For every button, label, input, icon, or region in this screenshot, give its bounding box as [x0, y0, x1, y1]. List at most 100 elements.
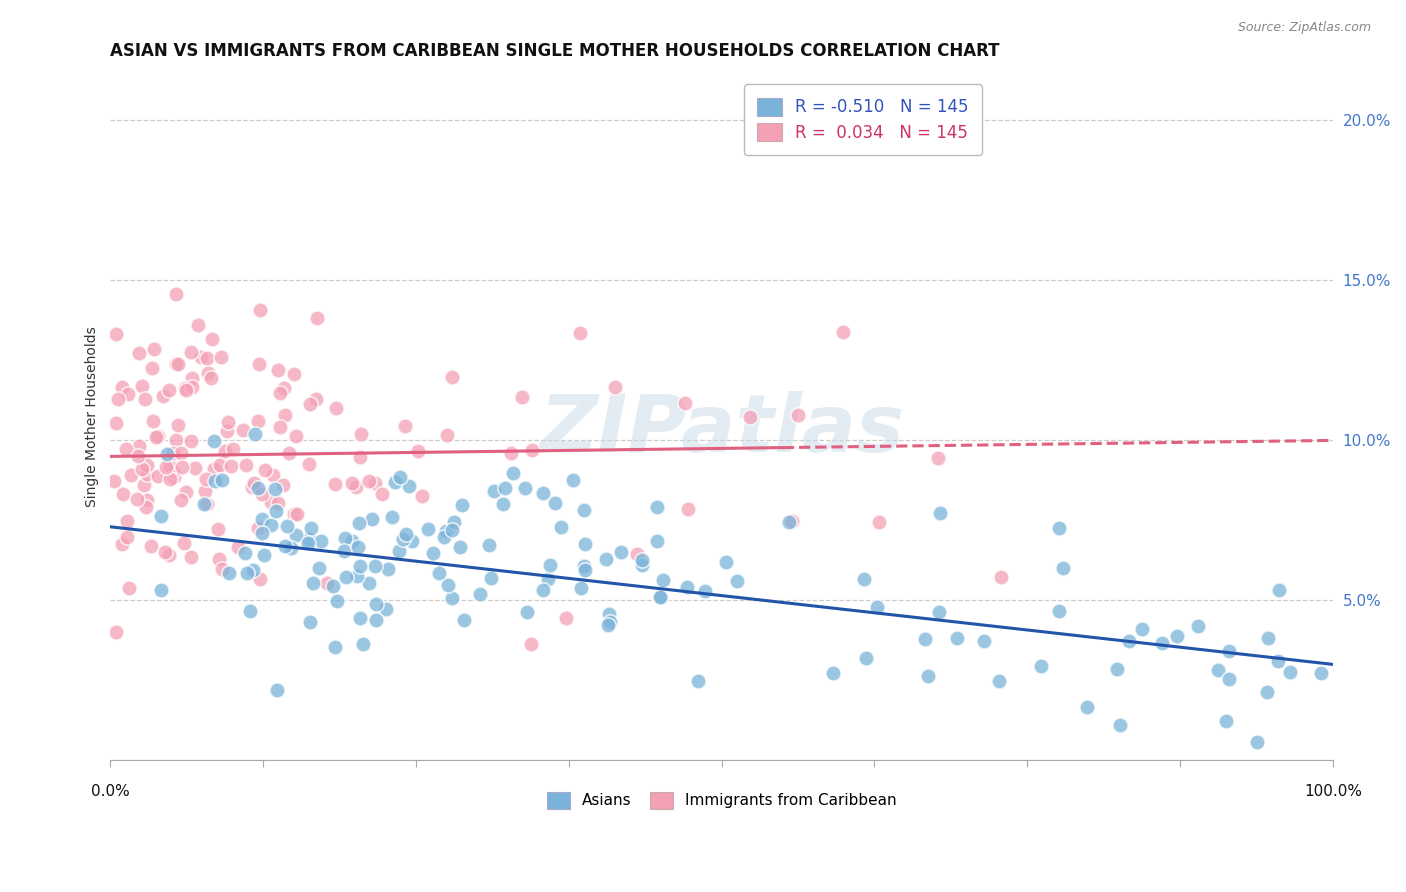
Point	[157, 454, 180, 468]
Point	[195, 351, 218, 366]
Point	[260, 494, 283, 508]
Text: ZIPatlas: ZIPatlas	[538, 392, 904, 469]
Point	[181, 371, 204, 385]
Point	[1031, 658, 1053, 673]
Point	[266, 683, 288, 698]
Point	[197, 366, 219, 380]
Point	[520, 442, 543, 457]
Point	[437, 578, 460, 592]
Point	[305, 392, 328, 407]
Point	[250, 512, 273, 526]
Point	[598, 607, 620, 621]
Point	[988, 674, 1011, 689]
Point	[1118, 633, 1140, 648]
Point	[1109, 718, 1132, 732]
Point	[145, 429, 167, 443]
Point	[361, 512, 384, 526]
Point	[249, 572, 271, 586]
Point	[243, 427, 266, 442]
Point	[572, 503, 595, 517]
Text: ASIAN VS IMMIGRANTS FROM CARIBBEAN SINGLE MOTHER HOUSEHOLDS CORRELATION CHART: ASIAN VS IMMIGRANTS FROM CARIBBEAN SINGL…	[111, 42, 1000, 60]
Point	[162, 446, 184, 460]
Point	[131, 378, 153, 392]
Point	[537, 572, 560, 586]
Point	[208, 458, 231, 472]
Point	[299, 615, 322, 629]
Point	[322, 579, 344, 593]
Point	[647, 500, 669, 514]
Point	[235, 458, 257, 473]
Point	[174, 381, 197, 395]
Point	[1218, 644, 1240, 658]
Point	[190, 350, 212, 364]
Point	[1166, 629, 1188, 643]
Point	[352, 637, 374, 651]
Point	[778, 515, 800, 529]
Point	[267, 496, 290, 510]
Point	[550, 520, 572, 534]
Point	[298, 532, 321, 546]
Point	[305, 311, 328, 326]
Point	[599, 615, 621, 629]
Point	[285, 507, 308, 521]
Point	[323, 476, 346, 491]
Point	[946, 632, 969, 646]
Point	[531, 582, 554, 597]
Point	[852, 572, 875, 586]
Point	[276, 519, 298, 533]
Point	[574, 536, 596, 550]
Point	[831, 325, 853, 339]
Point	[153, 545, 176, 559]
Point	[156, 447, 179, 461]
Point	[780, 514, 803, 528]
Point	[170, 446, 193, 460]
Point	[449, 540, 471, 554]
Point	[264, 504, 287, 518]
Point	[127, 491, 149, 506]
Point	[217, 416, 239, 430]
Point	[1206, 663, 1229, 677]
Point	[226, 540, 249, 554]
Point	[299, 521, 322, 535]
Point	[309, 534, 332, 549]
Point	[325, 401, 347, 415]
Point	[262, 468, 284, 483]
Point	[278, 446, 301, 460]
Point	[193, 497, 215, 511]
Point	[538, 558, 561, 573]
Point	[240, 480, 263, 494]
Point	[574, 564, 596, 578]
Point	[271, 478, 294, 492]
Point	[350, 427, 373, 442]
Point	[180, 549, 202, 564]
Point	[284, 528, 307, 542]
Point	[427, 566, 450, 580]
Point	[401, 533, 423, 548]
Point	[243, 475, 266, 490]
Point	[346, 569, 368, 583]
Point	[297, 536, 319, 550]
Point	[180, 344, 202, 359]
Point	[391, 532, 413, 546]
Point	[366, 613, 388, 627]
Point	[217, 424, 239, 438]
Point	[468, 587, 491, 601]
Point	[1130, 622, 1153, 636]
Point	[569, 326, 592, 340]
Point	[120, 467, 142, 482]
Point	[187, 318, 209, 333]
Point	[283, 367, 305, 381]
Point	[512, 390, 534, 404]
Point	[134, 392, 156, 406]
Point	[432, 530, 454, 544]
Point	[513, 481, 536, 495]
Point	[128, 346, 150, 360]
Point	[928, 605, 950, 619]
Point	[207, 552, 229, 566]
Point	[246, 521, 269, 535]
Point	[118, 582, 141, 596]
Point	[569, 581, 592, 595]
Point	[434, 524, 457, 539]
Point	[388, 543, 411, 558]
Point	[233, 546, 256, 560]
